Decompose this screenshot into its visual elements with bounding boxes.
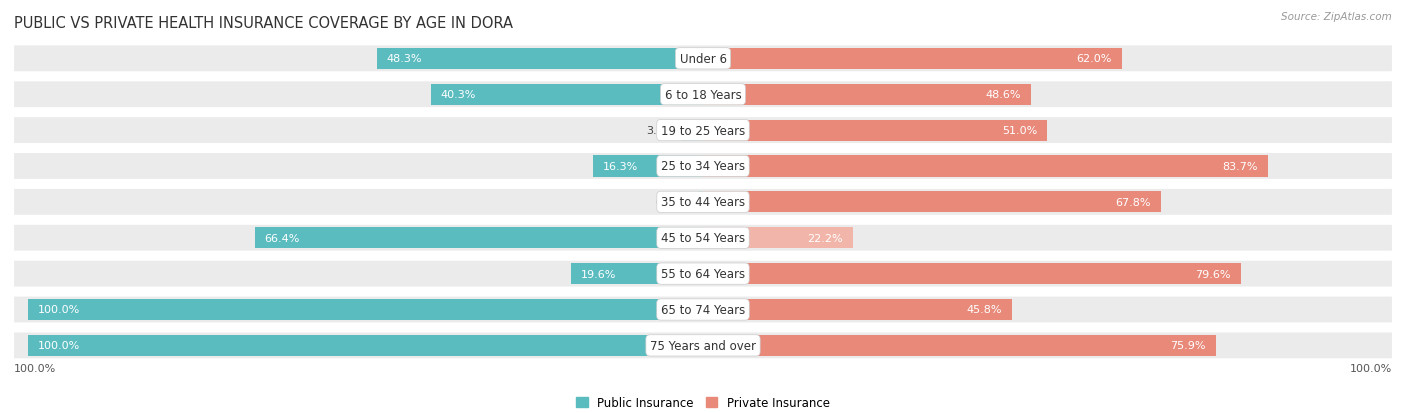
Text: 100.0%: 100.0% <box>14 363 56 373</box>
Text: 0.74%: 0.74% <box>655 197 692 207</box>
Text: 67.8%: 67.8% <box>1115 197 1152 207</box>
FancyBboxPatch shape <box>14 332 1392 358</box>
FancyBboxPatch shape <box>14 297 1392 323</box>
Bar <box>377 49 703 70</box>
Bar <box>703 49 1122 70</box>
Bar <box>571 263 703 285</box>
Text: 75 Years and over: 75 Years and over <box>650 339 756 352</box>
Bar <box>703 156 1268 177</box>
Bar <box>28 335 703 356</box>
FancyBboxPatch shape <box>14 118 1392 144</box>
Bar <box>703 299 1012 320</box>
Bar <box>254 228 703 249</box>
Bar <box>703 263 1240 285</box>
Text: Under 6: Under 6 <box>679 53 727 66</box>
Text: 3.2%: 3.2% <box>647 126 675 136</box>
FancyBboxPatch shape <box>14 46 1392 72</box>
Text: 45.8%: 45.8% <box>967 305 1002 315</box>
Text: 19 to 25 Years: 19 to 25 Years <box>661 124 745 137</box>
Bar <box>28 299 703 320</box>
Text: 83.7%: 83.7% <box>1223 161 1258 171</box>
Legend: Public Insurance, Private Insurance: Public Insurance, Private Insurance <box>576 396 830 409</box>
Text: Source: ZipAtlas.com: Source: ZipAtlas.com <box>1281 12 1392 22</box>
Bar <box>703 120 1047 141</box>
Text: 100.0%: 100.0% <box>38 305 80 315</box>
Text: 65 to 74 Years: 65 to 74 Years <box>661 303 745 316</box>
Text: 100.0%: 100.0% <box>38 341 80 351</box>
Text: 6 to 18 Years: 6 to 18 Years <box>665 88 741 102</box>
Text: 55 to 64 Years: 55 to 64 Years <box>661 268 745 280</box>
Bar <box>430 84 703 106</box>
Text: 40.3%: 40.3% <box>441 90 477 100</box>
Text: 22.2%: 22.2% <box>807 233 842 243</box>
Text: PUBLIC VS PRIVATE HEALTH INSURANCE COVERAGE BY AGE IN DORA: PUBLIC VS PRIVATE HEALTH INSURANCE COVER… <box>14 15 513 31</box>
Bar <box>703 192 1161 213</box>
Text: 35 to 44 Years: 35 to 44 Years <box>661 196 745 209</box>
FancyBboxPatch shape <box>14 190 1392 215</box>
Text: 48.6%: 48.6% <box>986 90 1021 100</box>
Text: 51.0%: 51.0% <box>1002 126 1038 136</box>
Text: 79.6%: 79.6% <box>1195 269 1230 279</box>
FancyBboxPatch shape <box>14 261 1392 287</box>
Text: 16.3%: 16.3% <box>603 161 638 171</box>
Text: 48.3%: 48.3% <box>387 54 422 64</box>
Bar <box>697 192 703 213</box>
Text: 66.4%: 66.4% <box>264 233 299 243</box>
Text: 45 to 54 Years: 45 to 54 Years <box>661 232 745 244</box>
Text: 75.9%: 75.9% <box>1170 341 1205 351</box>
Text: 19.6%: 19.6% <box>581 269 616 279</box>
Text: 25 to 34 Years: 25 to 34 Years <box>661 160 745 173</box>
Bar <box>703 228 853 249</box>
Bar <box>703 335 1216 356</box>
FancyBboxPatch shape <box>14 225 1392 251</box>
Bar <box>682 120 703 141</box>
Bar <box>593 156 703 177</box>
FancyBboxPatch shape <box>14 82 1392 108</box>
Text: 100.0%: 100.0% <box>1350 363 1392 373</box>
Text: 62.0%: 62.0% <box>1076 54 1112 64</box>
Bar <box>703 84 1031 106</box>
FancyBboxPatch shape <box>14 154 1392 180</box>
